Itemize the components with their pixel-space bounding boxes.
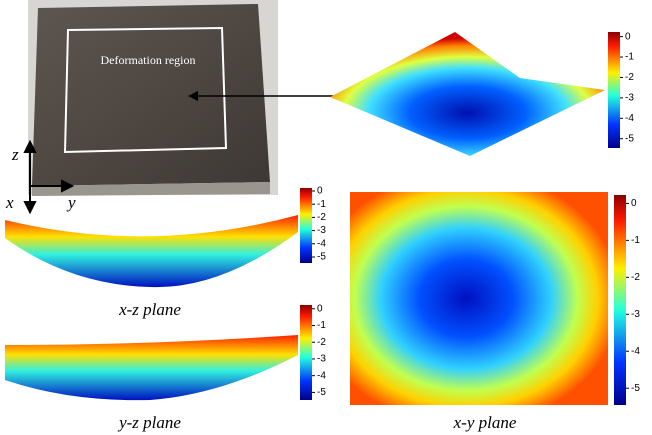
colorbar-label: -4 xyxy=(631,346,640,357)
colorbar-label: 0 xyxy=(631,198,637,209)
caption-xz: x-z plane xyxy=(118,300,181,319)
axes xyxy=(23,139,75,215)
colorbar-scale xyxy=(300,188,312,263)
colorbar: 0 -1 -2 -3 -4 -5 xyxy=(608,31,634,148)
axis-x: x xyxy=(5,193,14,212)
region-label: Deformation region xyxy=(101,53,196,67)
colorbar-label: -3 xyxy=(317,225,326,236)
colorbar: 0 -1 -2 -3 -4 -5 xyxy=(300,186,326,263)
colorbar-label: -3 xyxy=(631,309,640,320)
colorbar-label: 0 xyxy=(625,31,631,42)
axis-y: y xyxy=(66,193,76,212)
colorbar-label: -1 xyxy=(317,320,326,331)
colorbar-scale xyxy=(300,305,312,400)
colorbar-label: -5 xyxy=(631,383,640,394)
colorbar-scale xyxy=(614,195,626,405)
surface-3d xyxy=(330,32,605,156)
colorbar-label: -1 xyxy=(625,52,634,63)
colorbar-label: -4 xyxy=(317,370,326,381)
colorbar-label: -2 xyxy=(625,72,634,83)
colorbar-label: -1 xyxy=(631,235,640,246)
caption-yz: y-z plane xyxy=(117,413,181,432)
colorbar-scale xyxy=(608,32,620,148)
colorbar-label: -2 xyxy=(317,337,326,348)
yz-profile xyxy=(5,335,298,401)
axis-z: z xyxy=(11,145,19,164)
colorbar-label: -5 xyxy=(317,387,326,398)
colorbar-label: -3 xyxy=(625,93,634,104)
colorbar-label: -3 xyxy=(317,354,326,365)
colorbar-label: -4 xyxy=(317,238,326,249)
caption-xy: x-y plane xyxy=(453,413,517,432)
xz-profile xyxy=(5,215,298,288)
colorbar-label: -5 xyxy=(625,133,634,144)
xy-map xyxy=(350,192,608,405)
colorbar-label: -2 xyxy=(631,272,640,283)
colorbar: 0 -1 -2 -3 -4 -5 xyxy=(614,195,640,405)
colorbar-label: 0 xyxy=(317,186,323,197)
photo: Deformation region xyxy=(28,0,278,196)
colorbar-label: -2 xyxy=(317,212,326,223)
colorbar-label: -4 xyxy=(625,113,634,124)
colorbar-label: -1 xyxy=(317,199,326,210)
colorbar-label: -5 xyxy=(317,252,326,263)
colorbar: 0 -1 -2 -3 -4 -5 xyxy=(300,303,326,400)
colorbar-label: 0 xyxy=(317,303,323,314)
